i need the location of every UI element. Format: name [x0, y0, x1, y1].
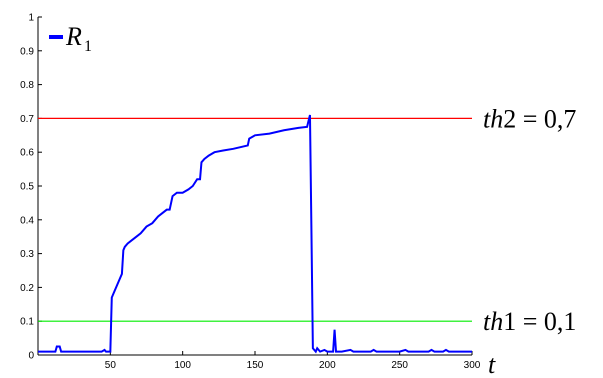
threshold-lines	[38, 117, 472, 322]
y-tick-label: 0.6	[20, 148, 34, 159]
series-line-R1	[38, 114, 472, 354]
threshold-label-value: 0,1	[544, 307, 577, 336]
x-tick-label: 100	[174, 360, 191, 371]
x-tick-label: 150	[247, 360, 264, 371]
threshold-label-symbol: th	[483, 307, 503, 336]
y-tick-label: 1	[28, 13, 34, 24]
y-tick-label: 0.4	[20, 215, 34, 226]
threshold-label-symbol: th	[483, 104, 503, 133]
y-tick-label: 0.9	[20, 46, 34, 57]
y-tick-label: 0.2	[20, 283, 34, 294]
series-layer	[38, 114, 472, 354]
threshold-label-equals: =	[516, 104, 544, 133]
x-tick-label: 50	[105, 360, 117, 371]
threshold-label-value: 0,7	[544, 104, 577, 133]
y-tick-label: 0	[28, 351, 34, 362]
x-tick-label: 250	[391, 360, 408, 371]
y-tick-label: 0.1	[20, 317, 34, 328]
legend-label: R	[65, 22, 82, 51]
threshold-label-index: 1	[503, 307, 516, 336]
x-tick-label: 200	[319, 360, 336, 371]
x-axis-label: t	[488, 350, 496, 378]
y-tick-label: 0.5	[20, 182, 34, 193]
y-tick-label: 0.3	[20, 249, 34, 260]
legend-label-subscript: 1	[84, 38, 92, 55]
x-tick-label: 300	[464, 360, 481, 371]
threshold-label-th2: th2 = 0,7	[483, 104, 576, 133]
threshold-label-th1: th1 = 0,1	[483, 307, 576, 336]
y-tick-label: 0.8	[20, 80, 34, 91]
y-tick-label: 0.7	[20, 114, 34, 125]
threshold-label-index: 2	[503, 104, 516, 133]
threshold-label-equals: =	[516, 307, 544, 336]
